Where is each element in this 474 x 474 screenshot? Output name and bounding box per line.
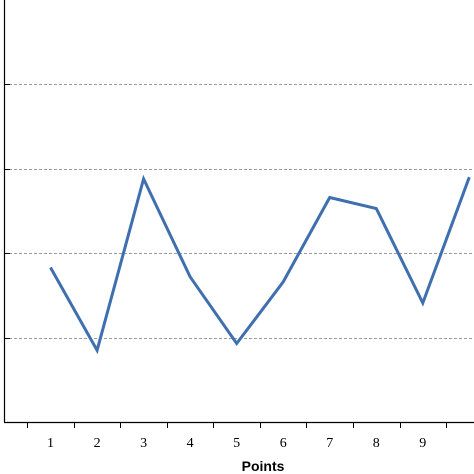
x-tick-label-2: 2 xyxy=(94,436,101,451)
x-tick-label-8: 8 xyxy=(373,436,380,451)
tick-labels: 1 2 3 4 5 6 7 8 9 xyxy=(47,436,426,451)
x-tick-label-6: 6 xyxy=(280,436,287,451)
x-tick-label-5: 5 xyxy=(233,436,240,451)
series-layer xyxy=(49,174,471,355)
axes xyxy=(3,0,474,428)
x-tick-label-3: 3 xyxy=(140,436,147,451)
x-tick-label-7: 7 xyxy=(326,436,333,451)
x-axis-title: Points xyxy=(242,458,285,474)
gridlines xyxy=(4,84,474,339)
x-tick-label-9: 9 xyxy=(419,436,426,451)
x-tick-label-1: 1 xyxy=(47,436,54,451)
series-line-1 xyxy=(49,174,471,355)
x-tick-label-4: 4 xyxy=(187,436,194,451)
